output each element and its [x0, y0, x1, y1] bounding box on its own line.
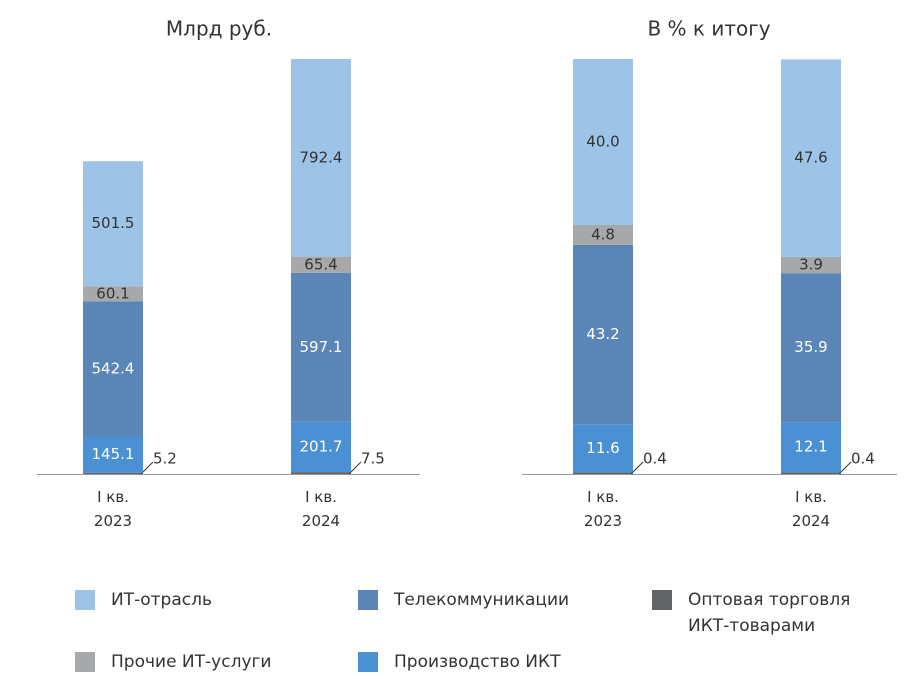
bar-segment: [291, 272, 351, 422]
bar-segment: [83, 286, 143, 302]
bar-segment: [781, 273, 841, 423]
bar-segment: [83, 436, 143, 473]
chart-title: В % к итогу: [647, 17, 770, 41]
bar-segment: [291, 59, 351, 257]
data-label: 65.4: [304, 255, 337, 273]
legend-swatch: [75, 652, 95, 672]
data-label: 47.6: [794, 149, 827, 167]
bar-segment: [781, 59, 841, 257]
data-label: 4.8: [591, 225, 615, 243]
data-label: 60.1: [96, 284, 129, 302]
data-label: 201.7: [300, 437, 343, 455]
legend-swatch: [652, 590, 672, 610]
bar-segment: [781, 472, 841, 474]
bar-segment: [83, 301, 143, 437]
bar-segment: [291, 256, 351, 273]
legend-swatch: [75, 590, 95, 610]
x-tick-label: I кв. 2023: [94, 488, 132, 530]
data-label: 0.4: [851, 450, 875, 468]
data-label: 40.0: [586, 133, 619, 151]
data-label: 145.1: [92, 445, 135, 463]
bar-segment: [83, 472, 143, 474]
legend-label: Оптовая торговля ИКТ-товарами: [688, 590, 850, 636]
x-tick-label: I кв. 2024: [302, 488, 340, 530]
data-label: 542.4: [92, 359, 135, 377]
data-label: 597.1: [300, 338, 343, 356]
bar-segment: [573, 59, 633, 225]
bar-segment: [573, 244, 633, 425]
bar-segment: [291, 472, 351, 474]
bar-segment: [781, 256, 841, 274]
legend-label: Прочие ИТ-услуги: [111, 652, 271, 672]
legend-swatch: [358, 590, 378, 610]
chart-title: Млрд руб.: [166, 17, 272, 41]
data-label: 792.4: [300, 148, 343, 166]
bar-segment: [291, 421, 351, 473]
legend-label: ИТ-отрасль: [111, 590, 212, 610]
data-label: 12.1: [794, 438, 827, 456]
bar-segment: [781, 422, 841, 473]
bar-segment: [573, 424, 633, 473]
data-label: 3.9: [799, 256, 823, 274]
data-label: 5.2: [153, 450, 177, 468]
legend-label: Телекоммуникации: [393, 590, 569, 610]
data-label: 7.5: [361, 450, 385, 468]
bar-segment: [573, 472, 633, 474]
x-tick-label: I кв. 2023: [584, 488, 622, 530]
bar-segment: [83, 161, 143, 287]
data-label: 11.6: [586, 439, 619, 457]
x-tick-label: I кв. 2024: [792, 488, 830, 530]
bar-segment: [573, 225, 633, 245]
legend-swatch: [358, 652, 378, 672]
data-label: 501.5: [92, 214, 135, 232]
legend-label: Производство ИКТ: [394, 652, 561, 672]
data-label: 0.4: [643, 450, 667, 468]
data-label: 35.9: [794, 338, 827, 356]
data-label: 43.2: [586, 325, 619, 343]
